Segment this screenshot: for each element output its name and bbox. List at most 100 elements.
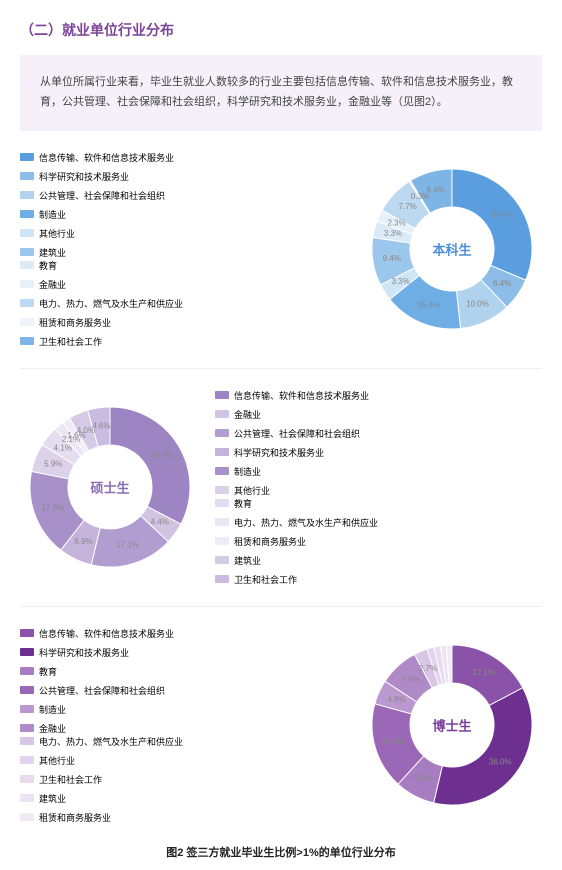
pie-slice — [434, 688, 532, 805]
legend-label: 建筑业 — [234, 554, 261, 567]
slice-label: 17.1% — [116, 541, 139, 550]
legend-item: 制造业 — [215, 465, 369, 478]
legend-swatch — [215, 537, 229, 545]
legend-label: 其他行业 — [234, 484, 270, 497]
legend-label: 教育 — [234, 497, 252, 510]
legend-label: 建筑业 — [39, 246, 66, 259]
legend-swatch — [20, 153, 34, 161]
legend-item: 其他行业 — [20, 227, 174, 240]
slice-label: 4.6% — [92, 422, 110, 431]
chart-center-label: 博士生 — [432, 716, 471, 735]
divider — [20, 368, 542, 369]
figure-caption: 图2 签三方就业毕业生比例>1%的单位行业分布 — [20, 844, 542, 860]
slice-label: 9.4% — [383, 254, 401, 263]
legend-swatch — [215, 556, 229, 564]
legend-label: 金融业 — [39, 722, 66, 735]
legend-item: 信息传输、软件和信息技术服务业 — [20, 151, 174, 164]
legend-swatch — [20, 280, 34, 288]
legend-label: 科学研究和技术服务业 — [39, 170, 129, 183]
slice-label: 2.3% — [388, 219, 406, 228]
legend-item: 金融业 — [20, 278, 183, 291]
legend-label: 电力、热力、燃气及水生产和供应业 — [39, 297, 183, 310]
section-title: （二）就业单位行业分布 — [20, 20, 542, 40]
chart-center-label: 本科生 — [432, 240, 471, 259]
legend-swatch — [20, 686, 34, 694]
donut-chart: 30.4%6.4%10.0%15.4%3.3%9.4%3.3%2.3%7.7%0… — [362, 159, 542, 339]
chart-section: 信息传输、软件和信息技术服务业金融业公共管理、社会保障和社会组织科学研究和技术服… — [20, 389, 542, 586]
legend-swatch — [215, 410, 229, 418]
legend-swatch — [20, 667, 34, 675]
legend-label: 其他行业 — [39, 754, 75, 767]
legend-item: 制造业 — [20, 208, 174, 221]
legend-label: 金融业 — [39, 278, 66, 291]
legend-item: 教育 — [20, 665, 174, 678]
legend-item: 其他行业 — [215, 484, 369, 497]
slice-label: 30.4% — [492, 211, 515, 220]
chart-center-label: 硕士生 — [90, 478, 129, 497]
chart-section: 信息传输、软件和信息技术服务业科学研究和技术服务业教育公共管理、社会保障和社会组… — [20, 627, 542, 824]
legend-item: 金融业 — [20, 722, 174, 735]
slice-label: 17.3% — [382, 737, 405, 746]
slice-label: 7.9% — [402, 675, 420, 684]
legend-label: 信息传输、软件和信息技术服务业 — [39, 627, 174, 640]
legend-label: 租赁和商务服务业 — [39, 811, 111, 824]
pie-slice — [110, 407, 190, 524]
slice-label: 33.3% — [151, 451, 174, 460]
legend-label: 公共管理、社会保障和社会组织 — [234, 427, 360, 440]
legend-label: 制造业 — [39, 703, 66, 716]
slice-label: 2.7% — [419, 664, 437, 673]
slice-label: 15.4% — [417, 301, 440, 310]
slice-label: 8.0% — [414, 774, 432, 783]
donut-chart: 33.3%4.4%17.1%6.9%17.9%5.9%4.1%2.1%1.6%4… — [20, 397, 200, 577]
legend-item: 金融业 — [215, 408, 369, 421]
legend-item: 租赁和商务服务业 — [20, 316, 183, 329]
legend-label: 公共管理、社会保障和社会组织 — [39, 189, 165, 202]
legend-item: 公共管理、社会保障和社会组织 — [20, 189, 174, 202]
legend-item: 电力、热力、燃气及水生产和供应业 — [20, 297, 183, 310]
legend-swatch — [215, 575, 229, 583]
legend-item: 电力、热力、燃气及水生产和供应业 — [215, 516, 378, 529]
legend-item: 科学研究和技术服务业 — [215, 446, 369, 459]
legend-swatch — [20, 813, 34, 821]
legend-label: 建筑业 — [39, 792, 66, 805]
legend-label: 电力、热力、燃气及水生产和供应业 — [234, 516, 378, 529]
legend-item: 信息传输、软件和信息技术服务业 — [20, 627, 174, 640]
legend-label: 其他行业 — [39, 227, 75, 240]
slice-label: 36.0% — [489, 758, 512, 767]
slice-label: 4.1% — [54, 444, 72, 453]
divider — [20, 606, 542, 607]
legend-label: 制造业 — [39, 208, 66, 221]
legend-label: 租赁和商务服务业 — [39, 316, 111, 329]
legend-swatch — [20, 172, 34, 180]
legend-area: 信息传输、软件和信息技术服务业科学研究和技术服务业教育公共管理、社会保障和社会组… — [20, 627, 347, 824]
legend-label: 信息传输、软件和信息技术服务业 — [234, 389, 369, 402]
legend-label: 卫生和社会工作 — [39, 335, 102, 348]
legend-swatch — [215, 518, 229, 526]
slice-label: 17.9% — [41, 503, 64, 512]
legend-item: 科学研究和技术服务业 — [20, 646, 174, 659]
slice-label: 8.4% — [426, 185, 444, 194]
slice-label: 5.9% — [44, 460, 62, 469]
slice-label: 6.9% — [74, 537, 92, 546]
legend-item: 卫生和社会工作 — [20, 335, 183, 348]
legend-swatch — [20, 737, 34, 745]
legend-swatch — [20, 229, 34, 237]
slice-label: 17.1% — [472, 668, 495, 677]
legend-label: 科学研究和技术服务业 — [39, 646, 129, 659]
legend-swatch — [215, 486, 229, 494]
legend-item: 其他行业 — [20, 754, 183, 767]
legend-swatch — [20, 705, 34, 713]
legend-swatch — [215, 499, 229, 507]
legend-item: 教育 — [20, 259, 183, 272]
legend-swatch — [20, 775, 34, 783]
legend-item: 建筑业 — [20, 792, 183, 805]
legend-swatch — [215, 467, 229, 475]
slice-label: 10.0% — [466, 300, 489, 309]
legend-label: 租赁和商务服务业 — [234, 535, 306, 548]
description-box: 从单位所属行业来看，毕业生就业人数较多的行业主要包括信息传输、软件和信息技术服务… — [20, 55, 542, 131]
legend-label: 科学研究和技术服务业 — [234, 446, 324, 459]
chart-section: 信息传输、软件和信息技术服务业科学研究和技术服务业公共管理、社会保障和社会组织制… — [20, 151, 542, 348]
slice-label: 6.4% — [493, 279, 511, 288]
legend-item: 信息传输、软件和信息技术服务业 — [215, 389, 369, 402]
pie-slice — [452, 169, 532, 280]
